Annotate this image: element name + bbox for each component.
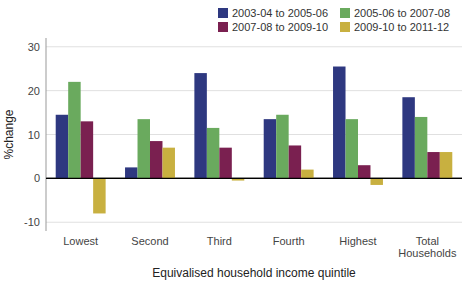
chart: -10 0 10 20 30 Lowest Second Third Fourth Highest… [0, 0, 472, 283]
legend-swatch [340, 8, 350, 18]
bar [289, 145, 301, 178]
bar [358, 165, 370, 178]
bar [138, 119, 150, 178]
bar [150, 141, 162, 178]
x-tick-label: Third [207, 235, 232, 247]
grid-line [46, 90, 462, 91]
x-tick-label: Second [131, 235, 168, 247]
bar [219, 148, 231, 179]
bars [56, 67, 453, 214]
x-tick-label: Highest [339, 235, 376, 247]
grid-line [46, 46, 462, 47]
zero-line [46, 178, 462, 179]
y-axis-label: %change [2, 109, 16, 159]
bar [81, 121, 93, 178]
legend-label: 2005-06 to 2007-08 [354, 7, 450, 19]
legend-swatch [340, 22, 350, 32]
bar [370, 178, 382, 185]
bar [93, 178, 105, 213]
y-tick-label: 0 [34, 172, 40, 184]
legend: 2003-04 to 2005-06 2005-06 to 2007-08 2007… [218, 7, 450, 33]
grid [46, 47, 462, 222]
y-tick-label: 20 [28, 85, 40, 97]
legend-swatch [218, 22, 228, 32]
bar [427, 152, 439, 178]
legend-label: 2009-10 to 2011-12 [354, 21, 449, 33]
x-axis-label: Equivalised household income quintile [152, 266, 356, 280]
bar [346, 119, 358, 178]
legend-label: 2003-04 to 2005-06 [232, 7, 328, 19]
grid-line [46, 134, 462, 135]
x-tick-label: Fourth [273, 235, 305, 247]
x-tick-label: Lowest [63, 235, 98, 247]
grid-line [46, 222, 462, 223]
y-tick-label: 10 [28, 129, 40, 141]
bar [68, 82, 80, 179]
bar [276, 115, 288, 179]
y-axis-line [46, 38, 47, 231]
bar [415, 117, 427, 178]
bar [56, 115, 68, 179]
bar [125, 167, 137, 178]
y-tick-label: -10 [24, 216, 40, 228]
bar [194, 73, 206, 178]
legend-swatch [218, 8, 228, 18]
bar [301, 170, 313, 179]
bar [264, 119, 276, 178]
zero-line [46, 178, 462, 179]
bar [207, 128, 219, 178]
bar [440, 152, 452, 178]
bar [162, 148, 174, 179]
bar [402, 97, 414, 178]
legend-label: 2007-08 to 2009-10 [232, 21, 328, 33]
x-tick-label: TotalHouseholds [398, 235, 457, 259]
y-tick-label: 30 [28, 41, 40, 53]
bar [333, 67, 345, 179]
